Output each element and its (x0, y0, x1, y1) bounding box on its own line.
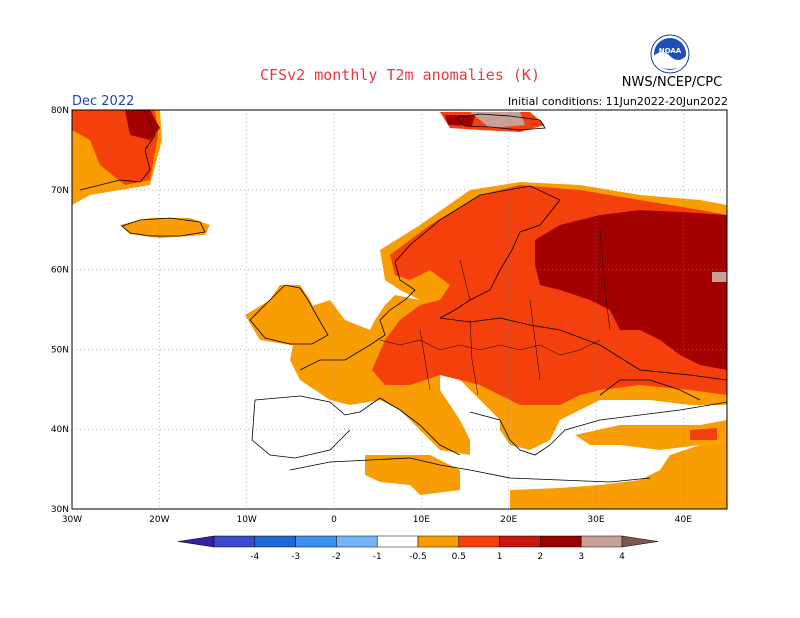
legend-swatch (295, 535, 337, 548)
longitude-tick-label: 30E (587, 515, 604, 525)
legend-swatch (336, 535, 378, 548)
anomaly-region (712, 272, 727, 282)
legend-level-label: -2 (332, 552, 341, 562)
anomaly-region (575, 420, 727, 450)
legend-level-label: 2 (538, 552, 544, 562)
longitude-tick-label: 10E (413, 515, 430, 525)
latitude-tick-label: 60N (51, 266, 69, 276)
legend-level-label: -3 (291, 552, 300, 562)
noaa-logo-icon: NOAA (650, 34, 690, 74)
legend-swatch (417, 535, 460, 548)
legend-swatch (540, 535, 582, 548)
longitude-labels: 30W 20W 10W 0 10E 20E 30E 40E (62, 515, 692, 525)
legend-level-label: 4 (619, 552, 625, 562)
legend-level-label: 1 (497, 552, 503, 562)
agency-label: NWS/NCEP/CPC (621, 75, 723, 90)
legend-swatch (376, 535, 419, 548)
longitude-tick-label: 20E (500, 515, 517, 525)
anomaly-region (690, 428, 717, 440)
legend-swatch (499, 535, 541, 548)
country-borders (379, 229, 611, 396)
latitude-tick-label: 30N (51, 505, 69, 515)
latitude-labels: 30N 40N 50N 60N 70N 80N (51, 106, 69, 515)
anomaly-region (535, 210, 727, 370)
anomaly-region (125, 110, 160, 140)
legend-level-label: -4 (250, 552, 259, 562)
longitude-tick-label: 0 (331, 515, 337, 525)
longitude-tick-label: 10W (236, 515, 256, 525)
legend-swatch (580, 535, 623, 548)
color-legend: -4 -3 -2 -1 -0.5 0.5 1 2 3 4 (177, 535, 659, 562)
chart-title: CFSv2 monthly T2m anomalies (K) (260, 66, 540, 84)
longitude-tick-label: 40E (675, 515, 692, 525)
legend-swatch (254, 535, 296, 548)
initial-conditions: Initial conditions: 11Jun2022-20Jun2022 (507, 95, 728, 108)
legend-swatch (621, 535, 659, 548)
latitude-tick-label: 50N (51, 345, 69, 355)
anomaly-region (120, 218, 210, 238)
anomaly-fields (72, 110, 727, 509)
longitude-tick-label: 20W (149, 515, 169, 525)
anomaly-region (500, 410, 560, 450)
anomaly-region (445, 115, 475, 126)
legend-level-label: 3 (578, 552, 584, 562)
legend-swatch (177, 535, 215, 548)
anomaly-region (365, 455, 460, 495)
longitude-tick-label: 30W (62, 515, 82, 525)
latitude-tick-label: 40N (51, 425, 69, 435)
forecast-month: Dec 2022 (72, 94, 135, 109)
logo-text: NOAA (659, 47, 682, 55)
legend-level-label: -1 (373, 552, 382, 562)
legend-swatch (458, 535, 500, 548)
coastlines (79, 113, 728, 483)
anomaly-region (510, 440, 727, 509)
latitude-tick-label: 70N (51, 186, 69, 196)
latitude-tick-label: 80N (51, 106, 69, 116)
graticule (72, 110, 727, 509)
legend-level-label: 0.5 (452, 552, 466, 562)
anomaly-region (245, 285, 330, 345)
legend-level-label: -0.5 (409, 552, 427, 562)
legend-swatch (213, 535, 256, 548)
map-frame (71, 109, 728, 510)
